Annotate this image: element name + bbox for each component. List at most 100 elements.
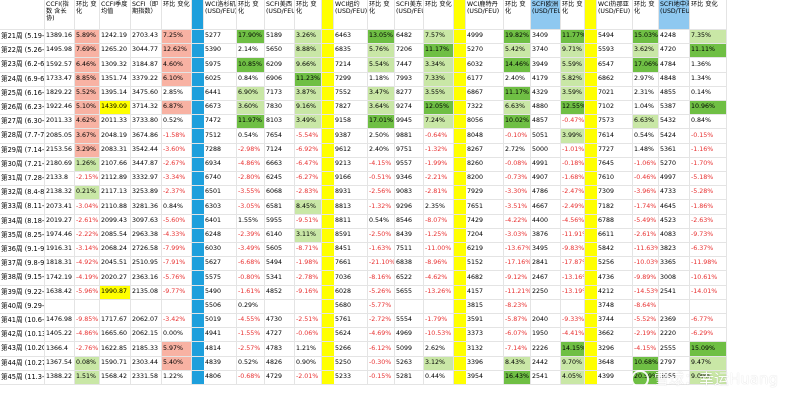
cell-wci-la-chg[interactable]: -1.55% bbox=[237, 328, 265, 343]
cell-scfi-usec[interactable]: 9751 bbox=[395, 143, 424, 158]
cell-wci-gen-chg[interactable]: -11.63% bbox=[633, 243, 659, 258]
cell-wci-rtm[interactable]: 3373 bbox=[466, 328, 504, 343]
cell-ccfi[interactable]: 2011.33 bbox=[45, 115, 75, 130]
row-label[interactable]: 第38周 (9.15-9.21) bbox=[0, 271, 45, 286]
cell-scfi-eu[interactable]: 4400 bbox=[531, 214, 561, 229]
cell-wci-la-chg[interactable]: 11.97% bbox=[237, 115, 265, 130]
cell-scfi-eu[interactable]: 3740 bbox=[531, 44, 561, 59]
cell-wci-la-chg[interactable]: -3.49% bbox=[237, 243, 265, 258]
cell-wci-ny-chg[interactable]: 1.18% bbox=[368, 72, 395, 87]
cell-wci-ny-chg[interactable]: -21.10% bbox=[368, 257, 395, 272]
cell-scfi-usec-chg[interactable]: 7.57% bbox=[424, 30, 454, 45]
cell-wci-rtm-chg[interactable]: -3.30% bbox=[504, 186, 531, 201]
cell-ccfi-chg[interactable]: 0.08% bbox=[75, 356, 100, 371]
cell-scfi[interactable]: 3253.89 bbox=[131, 186, 162, 201]
cell-wci-rtm-chg[interactable]: -3.51% bbox=[504, 200, 531, 215]
cell-scfi-eu[interactable]: 4179 bbox=[531, 72, 561, 87]
cell-ccfi-chg[interactable]: 6.46% bbox=[75, 58, 100, 73]
cell-wci-gen[interactable]: 7645 bbox=[597, 157, 633, 172]
cell-wci-rtm-chg[interactable]: -11.21% bbox=[504, 285, 531, 300]
cell-scfi-med-chg[interactable]: 9.09% bbox=[690, 370, 727, 385]
cell-ccfi[interactable]: 1733.47 bbox=[45, 72, 75, 87]
cell-ccfi[interactable]: 1818.31 bbox=[45, 257, 75, 272]
cell-scfi-med[interactable]: 4784 bbox=[659, 58, 690, 73]
cell-wci-gen-chg[interactable]: 15.03% bbox=[633, 30, 659, 45]
cell-wci-rtm[interactable]: 6177 bbox=[466, 72, 504, 87]
cell-scfi-med-chg[interactable]: 10.96% bbox=[690, 101, 727, 116]
cell-scfi-usec[interactable]: 8277 bbox=[395, 86, 424, 101]
cell-scfi-med[interactable]: 4645 bbox=[659, 200, 690, 215]
cell-wci-ny-chg[interactable]: -2.56% bbox=[368, 186, 395, 201]
cell-scfi-uswc-chg[interactable]: 3.49% bbox=[295, 115, 322, 130]
cell-scfi-usec-chg[interactable]: -4.62% bbox=[424, 271, 454, 286]
cell-scfi-usec-chg[interactable]: 3.12% bbox=[424, 356, 454, 371]
cell-wci-ny[interactable]: 5233 bbox=[334, 370, 368, 385]
cell-wci-la[interactable]: 6030 bbox=[204, 243, 237, 258]
row-label[interactable]: 第31周 (7.28-8.3) bbox=[0, 172, 45, 187]
cell-wci-rtm-chg[interactable]: 10.02% bbox=[504, 115, 531, 130]
cell-wci-rtm[interactable]: 3954 bbox=[466, 370, 504, 385]
cell-wci-rtm[interactable]: 3132 bbox=[466, 342, 504, 357]
cell-scfi[interactable]: 2062.15 bbox=[131, 328, 162, 343]
cell-scfi-chg[interactable]: 6.87% bbox=[162, 101, 192, 116]
cell-scfi-usec[interactable]: 5263 bbox=[395, 356, 424, 371]
cell-wci-la-chg[interactable]: -2.57% bbox=[237, 342, 265, 357]
cell-scfi-uswc[interactable]: 5341 bbox=[265, 271, 295, 286]
cell-scfi-eu[interactable]: 2442 bbox=[531, 356, 561, 371]
cell-ccfi[interactable]: 2180.69 bbox=[45, 157, 75, 172]
cell-ccfi[interactable]: 1405.22 bbox=[45, 328, 75, 343]
cell-wci-la[interactable]: 7288 bbox=[204, 143, 237, 158]
cell-wci-la[interactable]: 4806 bbox=[204, 370, 237, 385]
cell-scfi-chg[interactable]: -7.99% bbox=[162, 243, 192, 258]
cell-scfi[interactable]: 2331.58 bbox=[131, 370, 162, 385]
cell-wci-la-chg[interactable]: -4.55% bbox=[237, 314, 265, 329]
cell-ccfi-chg[interactable]: -4.92% bbox=[75, 257, 100, 272]
cell-ccfi-q[interactable]: 1622.85 bbox=[100, 342, 131, 357]
cell-scfi-uswc-chg[interactable]: -2.83% bbox=[295, 186, 322, 201]
cell-scfi-uswc[interactable]: 4852 bbox=[265, 285, 295, 300]
cell-scfi-chg[interactable]: -3.42% bbox=[162, 314, 192, 329]
cell-wci-la-chg[interactable]: -0.80% bbox=[237, 271, 265, 286]
cell-scfi-uswc[interactable]: 7124 bbox=[265, 143, 295, 158]
cell-wci-ny-chg[interactable]: 2.40% bbox=[368, 143, 395, 158]
cell-scfi-uswc-chg[interactable]: -2.78% bbox=[295, 271, 322, 286]
cell-wci-la-chg[interactable]: -2.80% bbox=[237, 172, 265, 187]
cell-ccfi[interactable]: 1974.46 bbox=[45, 228, 75, 243]
cell-wci-la[interactable]: 6501 bbox=[204, 186, 237, 201]
cell-scfi-uswc[interactable]: 6906 bbox=[265, 72, 295, 87]
cell-wci-rtm[interactable]: 3815 bbox=[466, 299, 504, 314]
cell-scfi-med[interactable] bbox=[659, 299, 690, 314]
cell-scfi-usec[interactable]: 7993 bbox=[395, 72, 424, 87]
cell-scfi-uswc-chg[interactable]: 9.16% bbox=[295, 101, 322, 116]
cell-wci-gen-chg[interactable]: -2.19% bbox=[633, 328, 659, 343]
row-label[interactable]: 第25周 (6.16-6.22) bbox=[0, 86, 45, 101]
cell-wci-rtm-chg[interactable]: 6.63% bbox=[504, 101, 531, 116]
cell-scfi-chg[interactable]: 12.62% bbox=[162, 44, 192, 59]
cell-ccfi-chg[interactable]: 5.10% bbox=[75, 101, 100, 116]
cell-ccfi[interactable]: 2133.8 bbox=[45, 172, 75, 187]
cell-wci-rtm-chg[interactable]: -9.12% bbox=[504, 271, 531, 286]
cell-scfi-med-chg[interactable]: 7.35% bbox=[690, 30, 727, 45]
cell-wci-gen-chg[interactable]: -9.89% bbox=[633, 271, 659, 286]
cell-scfi-usec[interactable]: 7447 bbox=[395, 58, 424, 73]
cell-wci-ny-chg[interactable]: 3.64% bbox=[368, 101, 395, 116]
cell-scfi-uswc[interactable]: 5494 bbox=[265, 257, 295, 272]
cell-scfi[interactable]: 3674.86 bbox=[131, 129, 162, 144]
cell-wci-ny[interactable]: 6028 bbox=[334, 285, 368, 300]
cell-scfi-med[interactable]: 4523 bbox=[659, 214, 690, 229]
cell-scfi-chg[interactable]: 7.25% bbox=[162, 30, 192, 45]
cell-scfi-med-chg[interactable]: 15.09% bbox=[690, 342, 727, 357]
cell-scfi[interactable]: 3714.32 bbox=[131, 101, 162, 116]
cell-scfi-eu[interactable]: 5000 bbox=[531, 143, 561, 158]
cell-wci-rtm[interactable]: 8056 bbox=[466, 115, 504, 130]
cell-scfi-usec[interactable]: 5281 bbox=[395, 370, 424, 385]
cell-ccfi-q[interactable]: 2083.31 bbox=[100, 143, 131, 158]
cell-scfi-eu[interactable]: 2541 bbox=[531, 370, 561, 385]
cell-scfi[interactable]: 3475.60 bbox=[131, 86, 162, 101]
cell-scfi-usec[interactable] bbox=[395, 299, 424, 314]
cell-scfi-uswc-chg[interactable]: 1.21% bbox=[295, 342, 322, 357]
row-label[interactable]: 第33周 (8.11-8.17) bbox=[0, 200, 45, 215]
cell-wci-la-chg[interactable]: -3.05% bbox=[237, 200, 265, 215]
cell-wci-rtm-chg[interactable]: -0.10% bbox=[504, 129, 531, 144]
cell-scfi-uswc[interactable]: 5189 bbox=[265, 30, 295, 45]
